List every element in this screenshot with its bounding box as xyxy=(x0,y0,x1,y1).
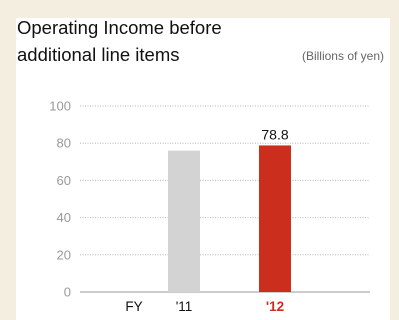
y-tick-label: 60 xyxy=(57,173,71,188)
x-axis-prefix: FY xyxy=(125,299,142,314)
y-tick-label: 0 xyxy=(64,285,71,300)
data-label: 78.8 xyxy=(261,126,288,142)
x-tick-label: '12 xyxy=(266,299,284,314)
y-tick-label: 100 xyxy=(49,99,71,114)
x-tick-label: '11 xyxy=(176,299,193,314)
bar-0 xyxy=(168,150,200,292)
chart-card xyxy=(16,18,390,320)
chart-title-line-1: Operating Income before xyxy=(17,17,222,38)
chart-title-line-2: additional line items xyxy=(17,44,180,65)
unit-label: (Billions of yen) xyxy=(301,49,384,63)
y-tick-label: 40 xyxy=(57,210,71,225)
y-tick-label: 80 xyxy=(57,136,71,151)
bar-1 xyxy=(259,145,291,292)
y-tick-label: 20 xyxy=(57,247,71,262)
